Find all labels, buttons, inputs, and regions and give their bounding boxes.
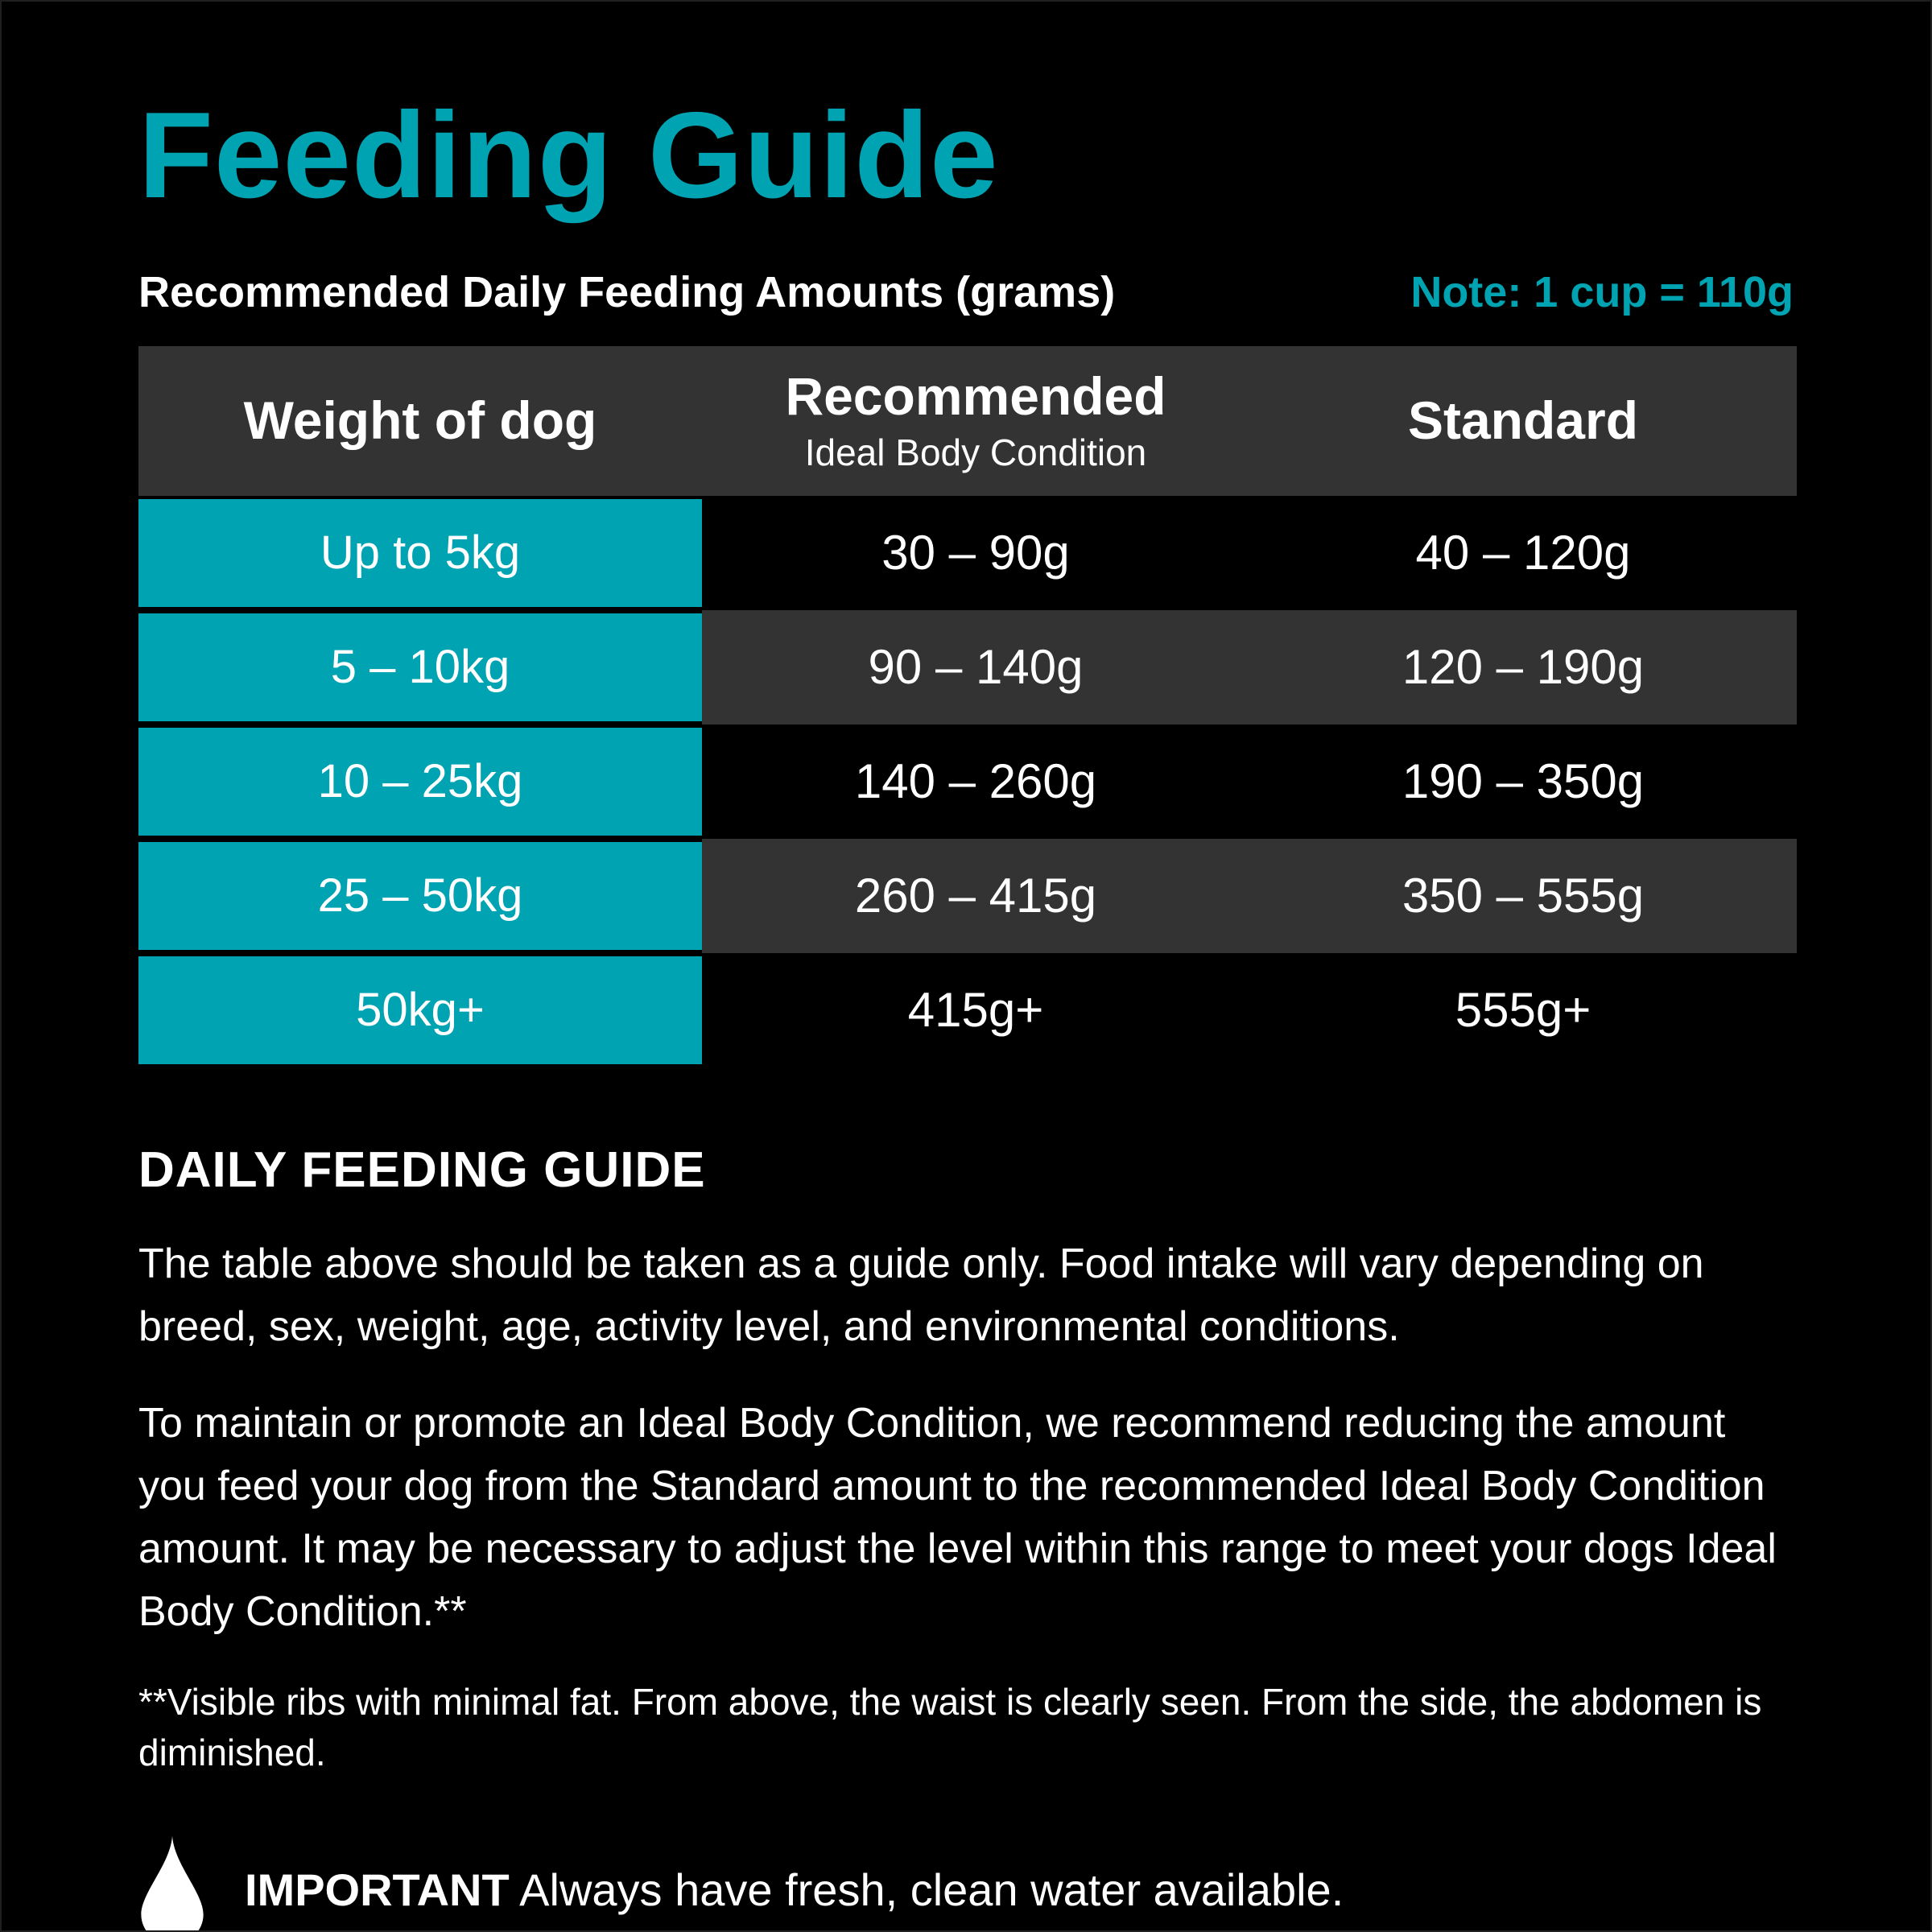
important-message: Always have fresh, clean water available… — [509, 1864, 1344, 1915]
recommended-cell: 260 – 415g — [702, 838, 1249, 953]
header-recommended-subtitle: Ideal Body Condition — [804, 431, 1147, 473]
weight-cell: Up to 5kg — [138, 498, 702, 607]
standard-cell: 120 – 190g — [1249, 609, 1797, 724]
important-text: IMPORTANT Always have fresh, clean water… — [245, 1863, 1344, 1917]
header-weight-of-dog: Weight of dog — [243, 390, 597, 451]
guide-paragraph-2: To maintain or promote an Ideal Body Con… — [138, 1399, 1777, 1635]
guide-paragraph-1: The table above should be taken as a gui… — [138, 1240, 1704, 1350]
subtitle-row: Recommended Daily Feeding Amounts (grams… — [138, 267, 1794, 317]
table-row: 5 – 10kg 90 – 140g 120 – 190g — [138, 609, 1797, 724]
table-row: Up to 5kg 30 – 90g 40 – 120g — [138, 496, 1797, 610]
standard-cell: 555g+ — [1455, 983, 1591, 1038]
page-title: Feeding Guide — [138, 87, 999, 224]
ideal-body-condition-footnote: **Visible ribs with minimal fat. From ab… — [138, 1680, 1762, 1774]
standard-cell: 350 – 555g — [1249, 838, 1797, 953]
weight-cell: 50kg+ — [138, 956, 702, 1064]
table-row: 10 – 25kg 140 – 260g 190 – 350g — [138, 724, 1797, 839]
header-recommended: Recommended Ideal Body Condition — [785, 366, 1166, 473]
recommended-cell: 140 – 260g — [854, 754, 1097, 809]
important-note-row: IMPORTANT Always have fresh, clean water… — [138, 1834, 1794, 1930]
weight-cell: 25 – 50kg — [138, 841, 702, 950]
weight-cell: 5 – 10kg — [138, 613, 702, 721]
standard-cell: 40 – 120g — [1415, 526, 1631, 580]
standard-cell: 190 – 350g — [1402, 754, 1645, 809]
daily-feeding-guide-heading: DAILY FEEDING GUIDE — [138, 1141, 706, 1198]
table-header-row: Weight of dog Recommended Ideal Body Con… — [138, 345, 1797, 496]
table-row: 25 – 50kg 260 – 415g 350 – 555g — [138, 838, 1797, 953]
feeding-table: Weight of dog Recommended Ideal Body Con… — [138, 345, 1797, 1067]
table-caption: Recommended Daily Feeding Amounts (grams… — [138, 267, 1116, 316]
weight-cell: 10 – 25kg — [138, 727, 702, 836]
cup-conversion-note: Note: 1 cup = 110g — [1410, 267, 1794, 316]
important-label: IMPORTANT — [245, 1864, 510, 1915]
recommended-cell: 90 – 140g — [702, 609, 1249, 724]
recommended-cell: 415g+ — [907, 983, 1044, 1038]
table-row: 50kg+ 415g+ 555g+ — [138, 953, 1797, 1067]
header-standard: Standard — [1407, 390, 1639, 451]
recommended-cell: 30 – 90g — [881, 526, 1070, 580]
water-drop-icon — [138, 1834, 206, 1930]
